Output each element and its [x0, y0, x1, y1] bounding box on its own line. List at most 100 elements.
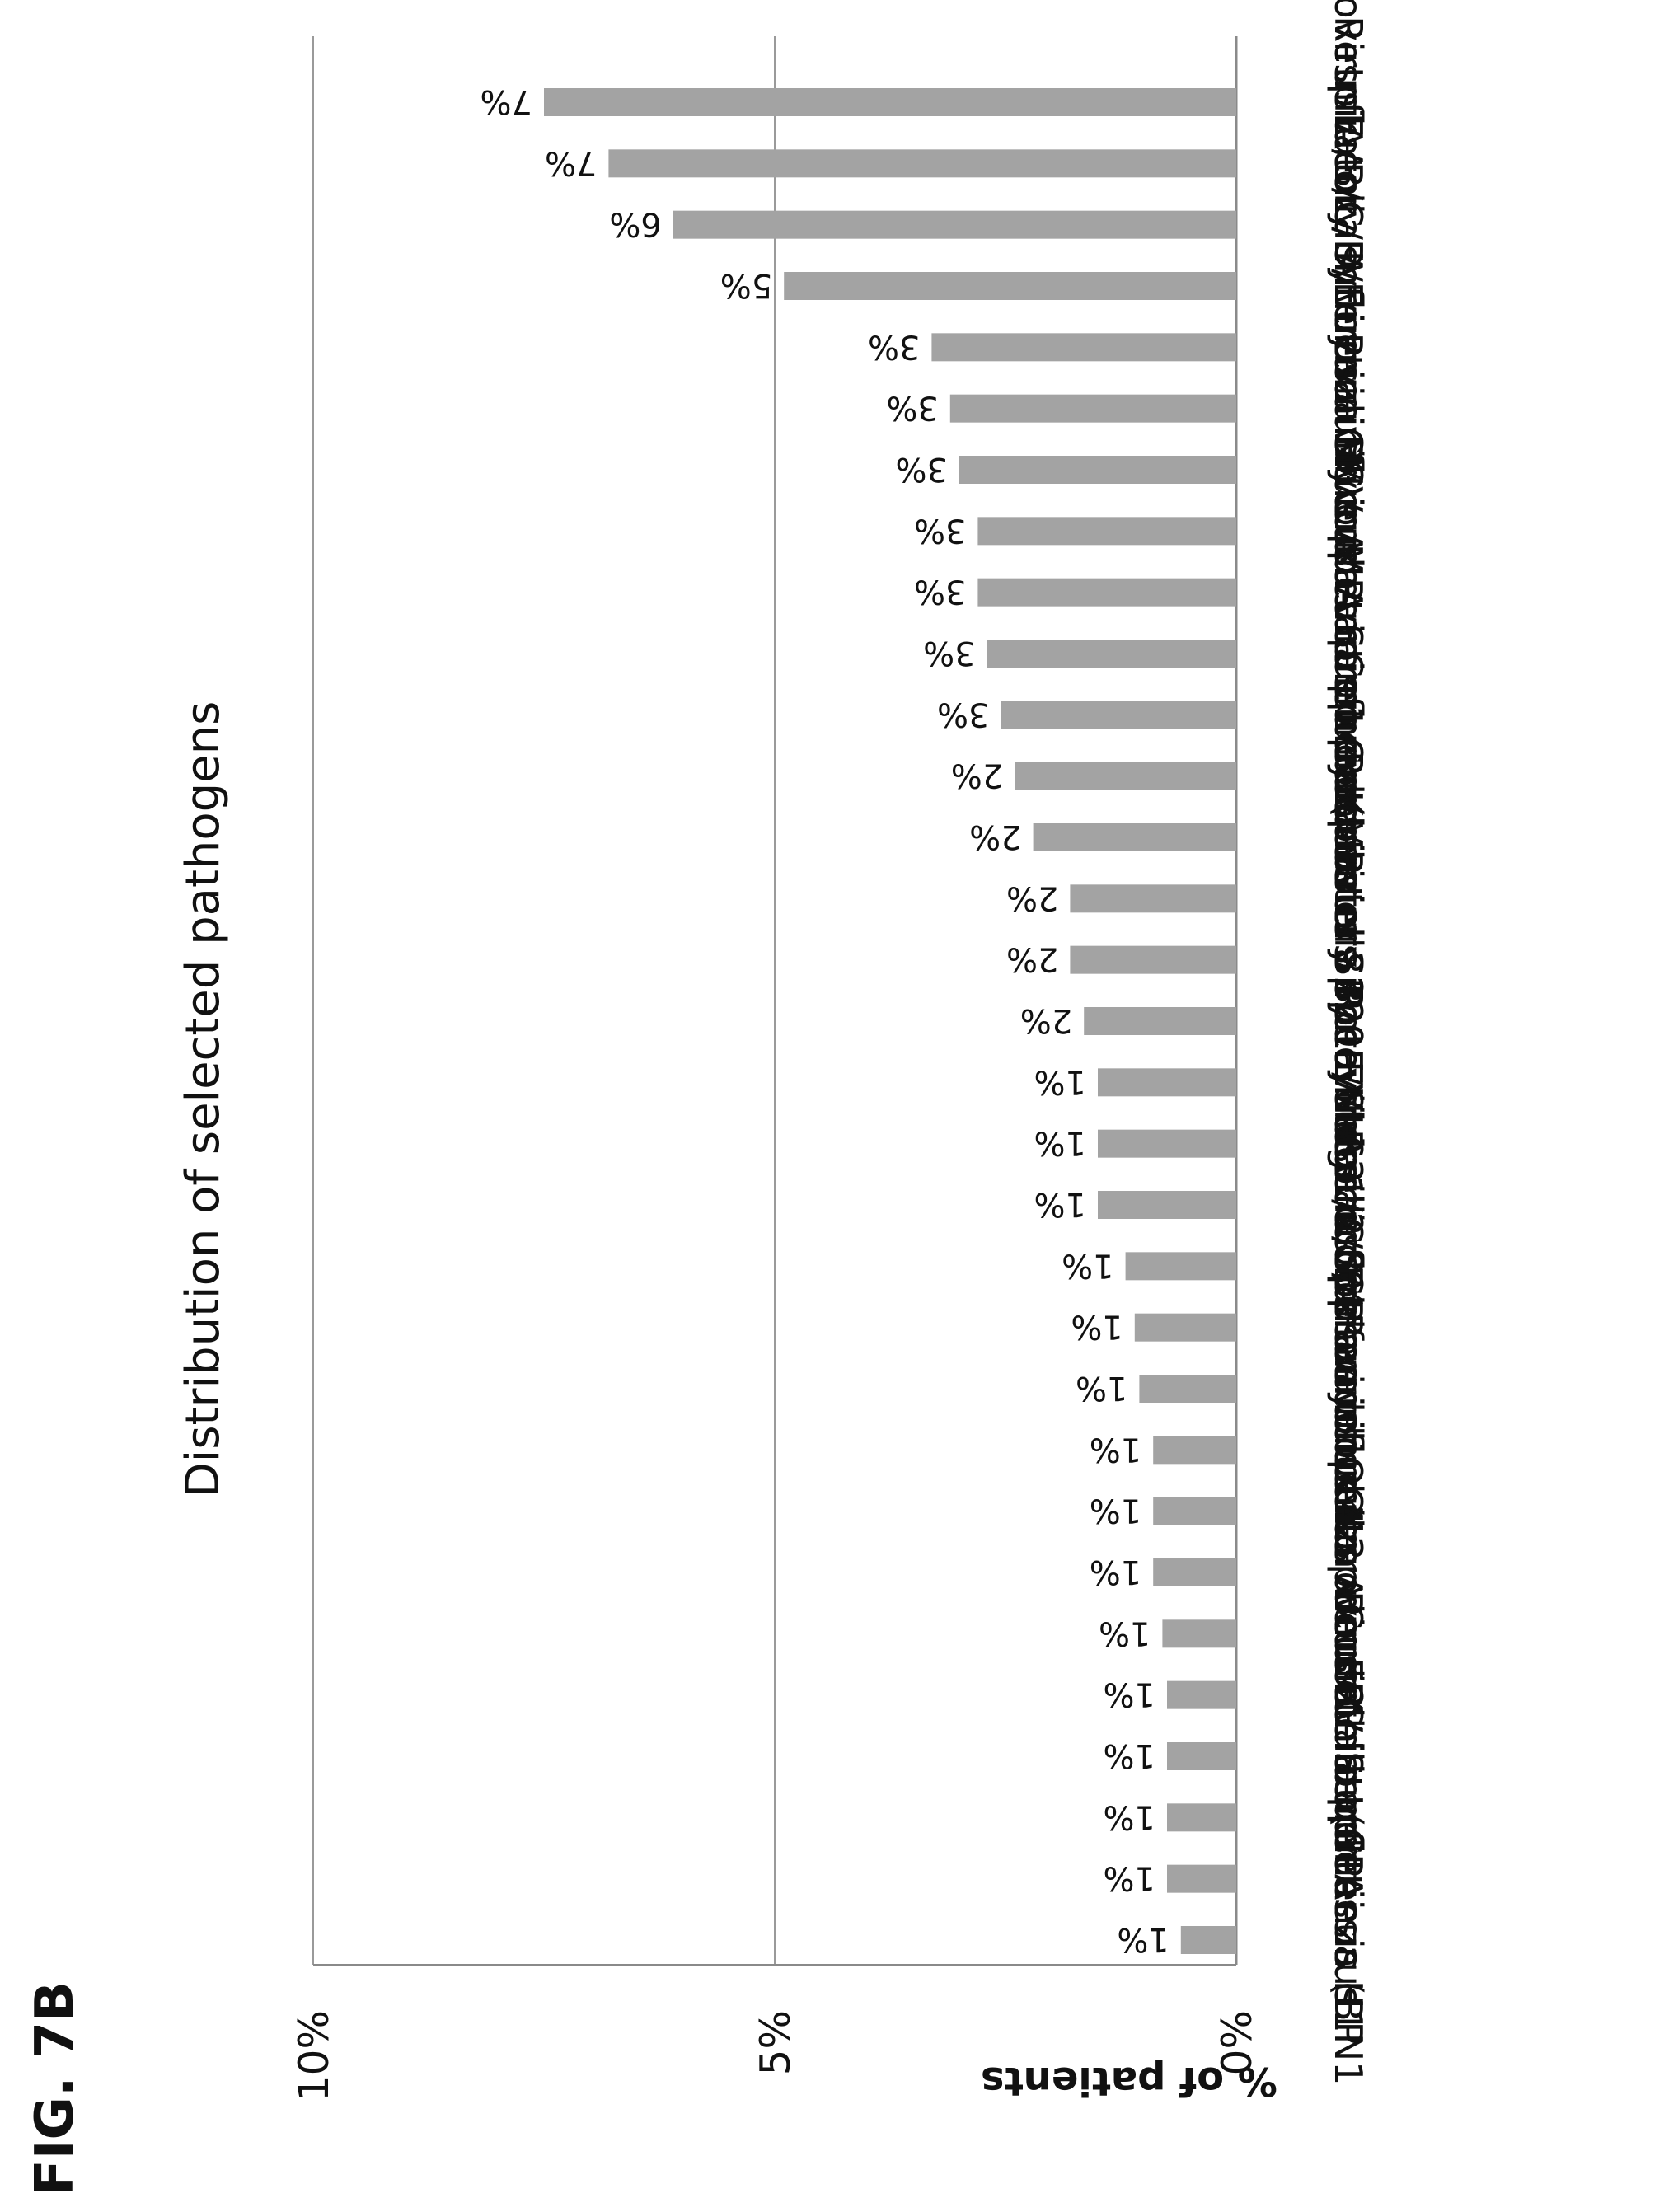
- bar: [544, 88, 1236, 116]
- data-label: 1%: [1104, 1675, 1155, 1713]
- data-label: 7%: [545, 143, 597, 181]
- category-label: Metapneumovirus: [1326, 544, 1371, 886]
- bar: [1139, 1375, 1237, 1403]
- data-label: 5%: [720, 266, 772, 304]
- category-label: Klebsiella P: [1326, 791, 1371, 1007]
- data-label: 3%: [923, 634, 975, 672]
- data-label: 1%: [1117, 1920, 1169, 1958]
- bar: [1134, 1313, 1237, 1342]
- category-label: Adenovirus A/B/C/D/E: [1326, 0, 1371, 306]
- grid-lines: [312, 36, 1238, 1966]
- category-label: Enterovirus: [1326, 239, 1371, 456]
- data-label: 2%: [1020, 1001, 1072, 1039]
- bar: [784, 272, 1236, 300]
- bar: [1162, 1619, 1237, 1648]
- bar: [1015, 762, 1236, 790]
- data-label: 3%: [914, 511, 966, 549]
- category-label: Coronavirus 229E/NL63: [1326, 737, 1371, 1183]
- data-label: 1%: [1062, 1246, 1113, 1284]
- data-label: 3%: [886, 389, 938, 427]
- bar: [1033, 823, 1236, 851]
- data-label: 1%: [1099, 1614, 1151, 1652]
- chart-title: Distribution of selected pathogens: [176, 701, 230, 1498]
- y-axis-label: % of patients: [981, 2058, 1277, 2104]
- y-tick-label: 5%: [752, 2010, 799, 2075]
- bar: [959, 456, 1236, 484]
- category-label: Bocavirus 1/2/3/4: [1326, 977, 1371, 1310]
- bar: [1167, 1864, 1236, 1893]
- bars: [544, 88, 1237, 1954]
- y-axis-ticks: 0% 5% 10%: [290, 2010, 1261, 2102]
- data-label: 7%: [480, 82, 532, 120]
- data-label: 1%: [1034, 1185, 1086, 1223]
- y-tick-label: 0%: [1213, 2010, 1261, 2075]
- bar: [949, 394, 1237, 423]
- category-label: Influenza B virus: [1326, 251, 1371, 566]
- category-label: Mycoplasma pneu. (MP: [1326, 434, 1371, 874]
- data-label: 3%: [914, 573, 966, 611]
- data-label: 3%: [937, 695, 989, 733]
- data-label: 1%: [1104, 1859, 1155, 1897]
- category-label: Group A Strep: [1326, 459, 1371, 725]
- bar: [977, 578, 1237, 607]
- bar: [1001, 701, 1237, 729]
- data-label: 2%: [1006, 940, 1058, 978]
- category-label: Enterococcus faecalis: [1326, 1061, 1371, 1471]
- bar: [1167, 1680, 1236, 1709]
- y-tick-label: 10%: [290, 2010, 338, 2102]
- bar: [1098, 1129, 1236, 1158]
- figure-label: FIG. 7B: [25, 1981, 86, 2196]
- category-label: Parainfluenza virus 2: [1326, 1313, 1371, 1709]
- category-label: Parainfluenza virus 3: [1326, 578, 1371, 974]
- category-label: Respiratory syncytial virus B: [1326, 751, 1371, 1291]
- data-label: 2%: [951, 757, 1003, 794]
- bar: [1180, 1926, 1237, 1954]
- bar: [1167, 1742, 1236, 1770]
- data-label: 3%: [896, 450, 948, 488]
- bar: [1070, 884, 1237, 913]
- bar: [673, 210, 1236, 239]
- category-label: Rota Virus: [1326, 986, 1371, 1179]
- category-label: Influenza A virus: [1326, 67, 1371, 382]
- data-label: 3%: [868, 327, 920, 365]
- category-label: Influenza H1N1: [1326, 1795, 1371, 2086]
- category-label: EBV: [1326, 1657, 1371, 1732]
- bar: [1153, 1558, 1236, 1586]
- category-label: E.coli: [1326, 113, 1371, 214]
- category-label: Shigella Spp: [1326, 1088, 1371, 1323]
- data-label: 1%: [1104, 1797, 1155, 1835]
- data-label: 2%: [969, 818, 1021, 855]
- category-label: Staph Aeurus: [1326, 1751, 1371, 2006]
- bar: [1153, 1497, 1236, 1525]
- category-label: CMV: [1326, 427, 1371, 513]
- category-label: Chlamydophila pneumoniae (CP: [1326, 1268, 1371, 1877]
- data-label: 1%: [1071, 1308, 1123, 1346]
- data-label: 1%: [1090, 1430, 1141, 1468]
- bar: [1153, 1436, 1236, 1465]
- category-label: Pseudomonas A: [1326, 1299, 1371, 1601]
- data-label: 1%: [1034, 1124, 1086, 1162]
- category-label: Coronavirus OC43: [1326, 1216, 1371, 1560]
- bar: [1125, 1252, 1236, 1281]
- bar: [1084, 1007, 1236, 1035]
- category-label: Bordetella pertussis (BP: [1326, 1591, 1371, 2044]
- data-label: 1%: [1090, 1553, 1141, 1591]
- bar: [987, 640, 1236, 668]
- bar: [1167, 1803, 1236, 1832]
- bar: [1098, 1068, 1236, 1097]
- data-label: 1%: [1076, 1369, 1127, 1407]
- category-label: Campylobacter Spp: [1326, 651, 1371, 1024]
- category-label: Parainfluenza virus 4: [1326, 1129, 1371, 1525]
- bar: [977, 517, 1237, 546]
- bar: [1098, 1191, 1236, 1219]
- data-label: 1%: [1104, 1736, 1155, 1774]
- category-label: Respiratory syncytial virus A: [1326, 16, 1371, 556]
- bar: [931, 333, 1237, 362]
- bar: [1070, 945, 1237, 974]
- data-label: 1%: [1090, 1492, 1141, 1530]
- data-labels: 1% 1% 1% 1% 1% 1% 1% 1% 1% 1% 1% 1% 1% 1% 1% 2% 2% 2% 2% 2%…: [480, 82, 1169, 1958]
- category-label: Norovirus G II: [1326, 1505, 1371, 1763]
